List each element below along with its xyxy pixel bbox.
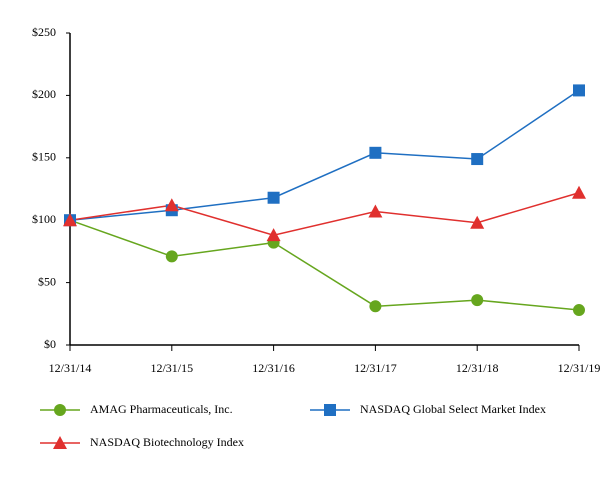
x-tick-label: 12/31/15 — [150, 361, 193, 375]
data-point — [165, 250, 178, 263]
data-point — [573, 304, 585, 317]
data-point — [572, 185, 586, 199]
y-tick-label: $0 — [44, 337, 56, 351]
x-tick-label: 12/31/14 — [49, 361, 92, 375]
x-tick-label: 12/31/19 — [558, 361, 601, 375]
legend-label: AMAG Pharmaceuticals, Inc. — [90, 402, 233, 416]
x-tick-label: 12/31/16 — [252, 361, 295, 375]
y-tick-label: $50 — [38, 274, 56, 288]
legend-marker — [54, 404, 66, 416]
data-point — [63, 213, 77, 227]
data-point — [369, 300, 382, 313]
y-tick-label: $100 — [32, 212, 56, 226]
data-point — [369, 146, 382, 159]
data-point — [573, 84, 585, 97]
data-point — [267, 191, 280, 204]
legend-marker — [53, 436, 67, 449]
x-tick-label: 12/31/18 — [456, 361, 499, 375]
data-point — [164, 198, 179, 212]
legend-marker — [324, 404, 336, 416]
legend-label: NASDAQ Global Select Market Index — [360, 402, 546, 416]
data-point — [471, 294, 484, 307]
series-line — [69, 89, 580, 221]
data-point — [471, 153, 484, 166]
y-tick-label: $150 — [32, 150, 56, 164]
series-line — [69, 219, 580, 311]
x-tick-label: 12/31/17 — [354, 361, 397, 375]
series-line — [69, 192, 580, 236]
data-point — [470, 215, 485, 229]
data-point — [368, 204, 383, 218]
y-tick-label: $250 — [32, 25, 56, 39]
legend-label: NASDAQ Biotechnology Index — [90, 435, 244, 449]
data-point — [266, 228, 281, 242]
y-tick-label: $200 — [32, 87, 56, 101]
